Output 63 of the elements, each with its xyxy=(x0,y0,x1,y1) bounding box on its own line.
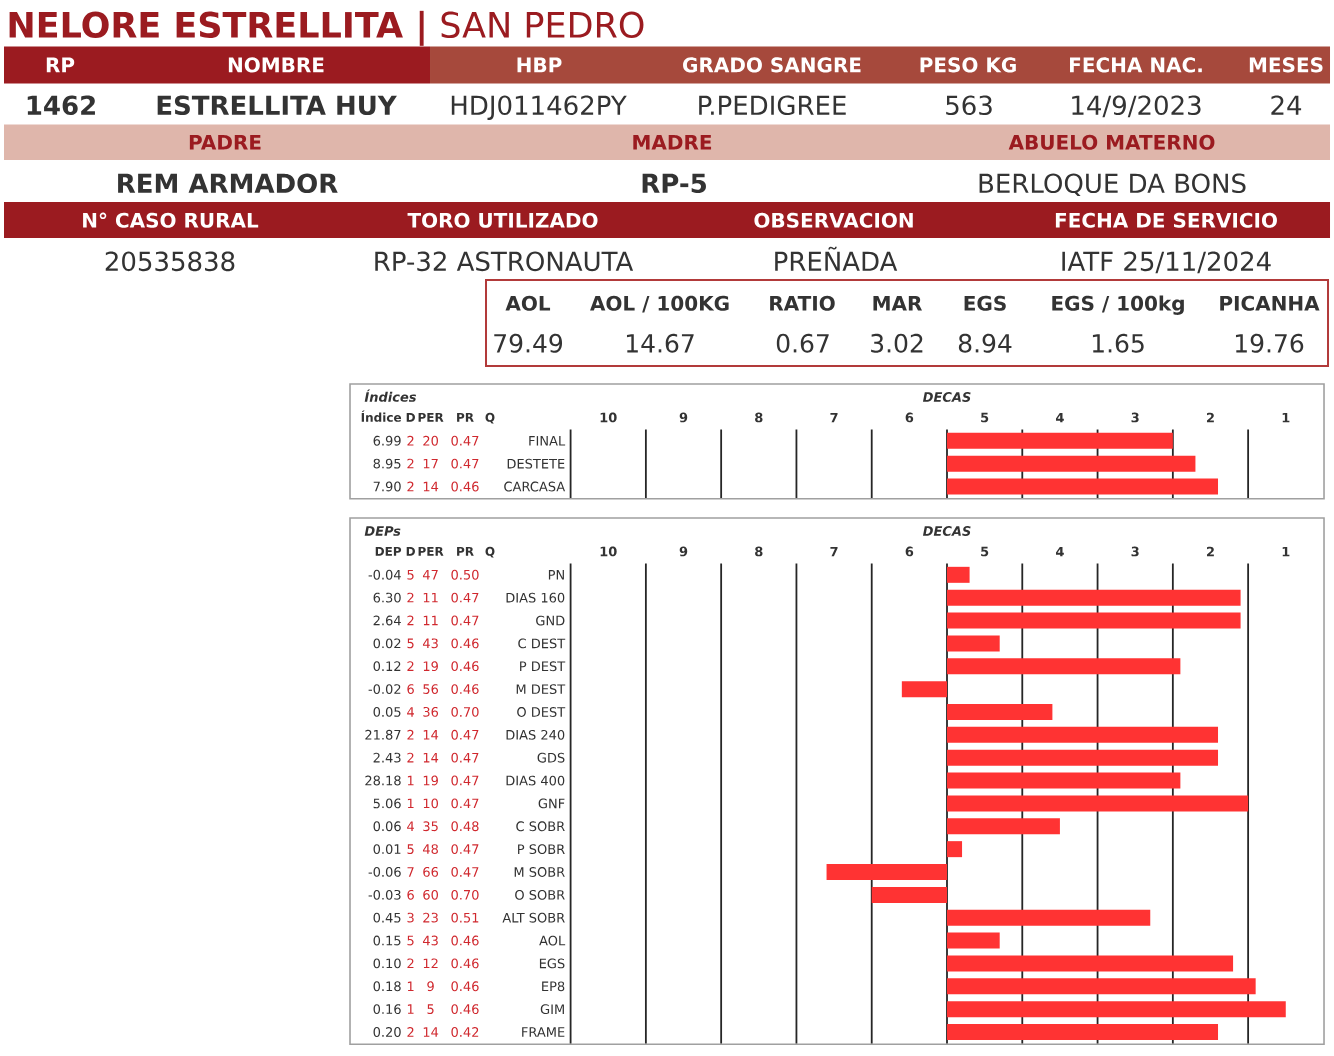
text: REM ARMADOR xyxy=(118,173,338,194)
bar xyxy=(947,703,1053,720)
bar xyxy=(947,749,1219,766)
bar xyxy=(947,909,1151,926)
text: 24 xyxy=(1271,95,1302,115)
text: PREÑADA xyxy=(775,246,898,271)
text: MAR xyxy=(873,296,922,311)
bar xyxy=(947,566,970,583)
text: EGS xyxy=(964,295,1006,311)
text: FECHA NAC. xyxy=(1070,57,1202,73)
text: NOMBRE xyxy=(228,57,324,73)
text: 8.94 xyxy=(958,333,1012,353)
text: FECHA DE SERVICIO xyxy=(1055,212,1277,228)
text: 20535838 xyxy=(105,251,235,272)
bar xyxy=(947,726,1219,743)
text: BERLOQUE DA BONS xyxy=(979,173,1246,197)
bar xyxy=(947,1001,1286,1018)
bar xyxy=(947,589,1241,606)
bar xyxy=(947,658,1181,675)
text: HDJ011462PY xyxy=(451,95,627,120)
bar xyxy=(947,1024,1219,1041)
text: 3.02 xyxy=(871,333,923,353)
text: PADRE xyxy=(189,134,261,150)
text: OBSERVACION xyxy=(754,212,913,228)
bar xyxy=(947,818,1060,835)
text: 1462 xyxy=(27,95,95,116)
text: AOL / 100KG xyxy=(590,295,729,313)
bar xyxy=(947,772,1181,789)
bar xyxy=(871,886,947,903)
text: 563 xyxy=(946,95,992,116)
text: MADRE xyxy=(633,134,712,150)
text: RP-32 ASTRONAUTA xyxy=(375,251,634,272)
text: ESTRELLITA HUY xyxy=(157,95,397,116)
text: N° CASO RURAL xyxy=(83,212,259,228)
text: PICANHA xyxy=(1220,295,1320,311)
text: 14.67 xyxy=(626,333,694,353)
text: MESES xyxy=(1249,57,1323,73)
bar xyxy=(901,681,947,698)
text: 79.49 xyxy=(494,333,563,353)
text: 1.65 xyxy=(1092,333,1144,353)
bar xyxy=(947,955,1234,972)
text: P.PEDIGREE xyxy=(699,95,846,116)
text: RP-5 xyxy=(642,173,706,194)
text: 0.67 xyxy=(776,333,829,353)
text: RATIO xyxy=(770,295,835,311)
text: IATF 25/11/2024 xyxy=(1062,251,1271,274)
text: ABUELO MATERNO xyxy=(1008,134,1215,150)
bar xyxy=(947,932,1000,949)
text: TORO UTILIZADO xyxy=(407,212,598,228)
bar xyxy=(947,635,1000,652)
text: HBP xyxy=(517,57,562,73)
text: EGS / 100kg xyxy=(1052,295,1184,315)
text: PESO KG xyxy=(920,57,1016,73)
bar xyxy=(826,864,947,881)
text: NELORE ESTRELLITA | SAN PEDRO xyxy=(9,10,644,46)
text: 14/9/2023 xyxy=(1072,95,1201,118)
text: 19.76 xyxy=(1235,333,1304,353)
bar xyxy=(947,841,963,858)
bar xyxy=(947,978,1256,995)
bar xyxy=(947,795,1249,812)
text: GRADO SANGRE xyxy=(683,57,861,73)
text: RP xyxy=(46,57,75,73)
bar xyxy=(947,612,1241,629)
